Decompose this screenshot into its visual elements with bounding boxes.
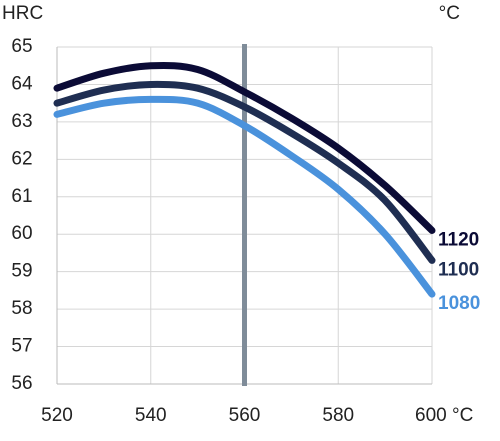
y-tick-label: 60: [11, 223, 32, 244]
x-tick-label: 600 °C: [415, 405, 473, 426]
series-label: 1120: [438, 229, 479, 250]
y-tick-label: 63: [11, 111, 32, 132]
y-tick-label: 58: [11, 298, 32, 319]
y-axis-label: HRC: [2, 3, 43, 24]
x-tick-label: 560: [229, 405, 261, 426]
y-tick-label: 64: [11, 73, 33, 94]
x-tick-label: 520: [41, 405, 73, 426]
series-line: [53, 80, 436, 264]
series-line: [53, 61, 436, 234]
y-tick-label: 61: [11, 186, 32, 207]
series-label: °C: [439, 3, 460, 24]
y-tick-label: 65: [11, 36, 32, 57]
y-tick-label: 62: [11, 148, 32, 169]
series-label: 1080: [438, 293, 480, 314]
y-tick-label: 57: [11, 336, 32, 357]
x-tick-label: 580: [322, 405, 354, 426]
series-label: 1100: [438, 259, 479, 280]
y-tick-label: 59: [11, 261, 32, 282]
x-tick-label: 540: [135, 405, 167, 426]
series-line: [53, 95, 436, 298]
y-tick-label: 56: [11, 373, 32, 394]
